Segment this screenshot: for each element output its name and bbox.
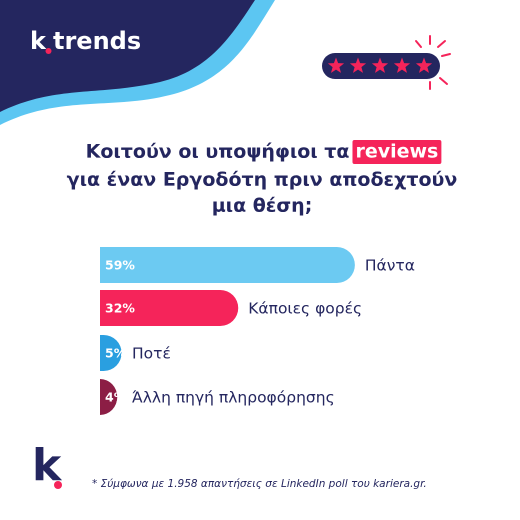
title: Κοιτούν οι υποψήφιοι τα reviews για έναν Ε… xyxy=(67,140,458,217)
category-label: Κάποιες φορές xyxy=(248,300,362,318)
plot: 59% Πάντα 32% Κάποιες φορές 5% Ποτέ 4% Άλλη πηγ… xyxy=(100,247,415,415)
wave-dark xyxy=(0,0,255,112)
corner-logo-dot xyxy=(54,481,62,489)
bar-value-label: 4% xyxy=(105,390,127,405)
logo-name: trends xyxy=(53,27,141,55)
category-label: Πάντα xyxy=(365,257,415,275)
category-label: Ποτέ xyxy=(132,345,171,363)
bar-value-label: 5% xyxy=(105,346,127,361)
bar xyxy=(100,379,118,415)
logo-k: k xyxy=(30,27,47,55)
bar xyxy=(100,247,355,283)
title-highlight-text: reviews xyxy=(355,141,438,163)
title-highlight xyxy=(352,140,442,164)
bar xyxy=(100,290,239,326)
bar-value-label: 32% xyxy=(105,301,135,316)
bar-value-label: 59% xyxy=(105,258,135,273)
title-line: μια θέση; xyxy=(212,195,313,217)
category-label: Άλλη πηγή πληροφόρησης xyxy=(132,389,335,407)
rating-icon xyxy=(322,35,451,90)
bar xyxy=(100,335,122,371)
title-line: για έναν Εργοδότη πριν αποδεχτούν xyxy=(67,169,458,191)
footnote: * Σύμφωνα με 1.958 απαντήσεις σε LinkedI… xyxy=(92,478,427,490)
title-line: Κοιτούν οι υποψήφιοι τα xyxy=(86,141,350,163)
logo-dot xyxy=(45,48,52,54)
